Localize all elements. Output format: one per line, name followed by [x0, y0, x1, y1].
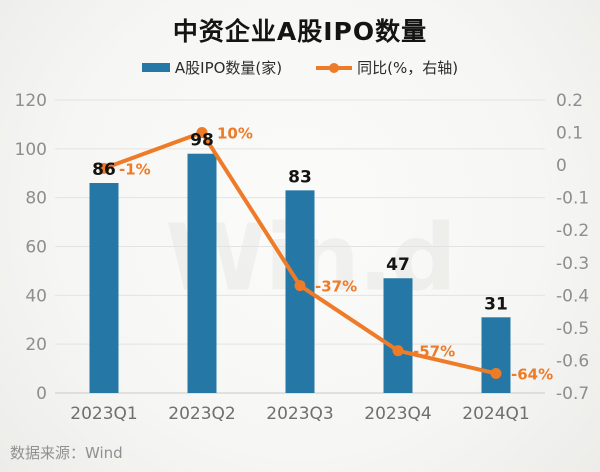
right-axis-tick-label: -0.4	[556, 286, 589, 306]
right-axis-tick-label: -0.1	[556, 189, 589, 209]
legend-label-bars: A股IPO数量(家)	[174, 59, 283, 77]
legend: A股IPO数量(家) 同比(%，右轴)	[0, 57, 600, 78]
yoy-percent-label: -37%	[315, 278, 357, 296]
legend-item-bars: A股IPO数量(家)	[141, 57, 283, 78]
left-axis-tick-label: 40	[25, 286, 47, 306]
line-point-marker-2023Q3	[294, 280, 306, 292]
x-axis-category-label: 2023Q4	[364, 404, 431, 424]
bar-value-label: 86	[92, 160, 116, 180]
x-axis-category-label: 2023Q3	[266, 404, 333, 424]
bar-2023Q2	[187, 153, 217, 393]
right-axis-tick-label: 0.1	[556, 124, 583, 144]
legend-label-line: 同比(%，右轴)	[357, 59, 459, 77]
left-axis-tick-label: 0	[36, 384, 47, 404]
right-axis-tick-label: -0.6	[556, 351, 589, 371]
legend-item-line: 同比(%，右轴)	[316, 57, 458, 78]
left-axis-tick-label: 60	[25, 238, 47, 258]
bar-value-label: 98	[190, 131, 214, 151]
bar-value-label: 47	[386, 255, 410, 275]
left-axis-tick-label: 20	[25, 335, 47, 355]
line-point-marker-2024Q1	[490, 367, 502, 379]
right-axis-tick-label: -0.7	[556, 384, 589, 404]
right-axis-tick-label: -0.5	[556, 319, 589, 339]
x-axis-category-label: 2024Q1	[462, 404, 529, 424]
bar-series-swatch-icon	[141, 63, 170, 72]
line-series-swatch-icon	[316, 62, 353, 73]
data-source-note: 数据来源：Wind	[10, 444, 123, 462]
yoy-percent-label: 10%	[217, 125, 253, 143]
bar-value-label: 31	[484, 294, 508, 314]
line-point-marker-2023Q2	[196, 127, 208, 139]
yoy-percent-label: -1%	[119, 160, 151, 178]
yoy-percent-label: -57%	[413, 343, 455, 361]
x-axis-category-label: 2023Q2	[168, 404, 235, 424]
left-axis-tick-label: 80	[25, 189, 47, 209]
bar-2024Q1	[481, 317, 511, 393]
bar-2023Q1	[89, 183, 119, 393]
yoy-percent-label: -64%	[511, 365, 553, 383]
line-point-marker-2023Q4	[392, 345, 404, 357]
bar-2023Q4	[383, 278, 413, 393]
line-point-marker-2023Q1	[98, 162, 110, 174]
right-axis-tick-label: 0	[556, 156, 567, 176]
right-axis-tick-label: -0.3	[556, 254, 589, 274]
left-axis-tick-label: 100	[15, 140, 47, 160]
x-axis-category-label: 2023Q1	[70, 404, 137, 424]
left-axis-tick-label: 120	[15, 91, 47, 111]
chart-title: 中资企业A股IPO数量	[172, 17, 428, 46]
bar-value-label: 83	[288, 167, 312, 187]
right-axis-tick-label: 0.2	[556, 91, 583, 111]
right-axis-tick-label: -0.2	[556, 221, 589, 241]
